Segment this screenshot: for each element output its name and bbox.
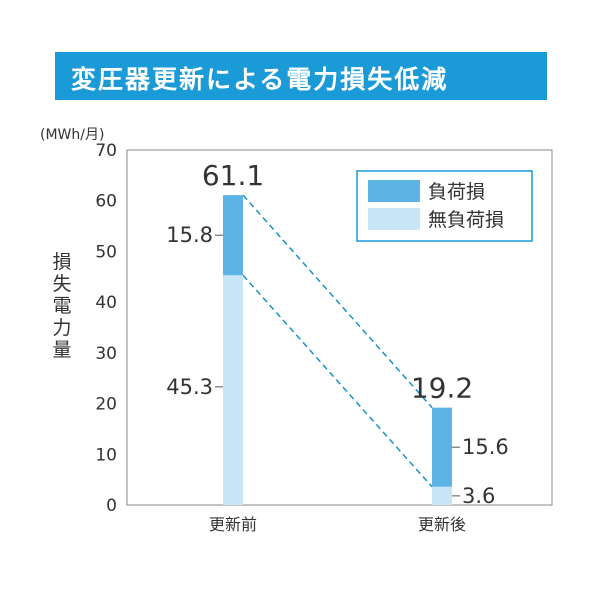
- data-labels: 15.8 45.3 61.1 15.6 3.6 19.2: [166, 159, 509, 508]
- plot-frame: [126, 149, 553, 506]
- data-label: 15.6: [462, 435, 509, 459]
- y-tick-label: 20: [95, 395, 117, 415]
- data-label: 45.3: [166, 375, 213, 399]
- bar-segment-noload-0: [223, 275, 243, 505]
- unit-label: (MWh/月): [40, 127, 104, 143]
- connector-line-top: [242, 194, 433, 409]
- legend-swatch-load-loss: [368, 180, 420, 202]
- y-axis-label-char: 失: [52, 273, 71, 295]
- legend: 負荷損 無負荷損: [356, 170, 533, 242]
- y-axis-label-char: 電: [52, 295, 71, 317]
- y-axis-label-char: 力: [52, 317, 71, 339]
- category-labels: 更新前 更新後: [209, 515, 466, 534]
- bar-segment-noload-1: [432, 486, 452, 505]
- y-axis-label-char: 量: [52, 339, 71, 361]
- y-axis-label-char: 損: [52, 251, 71, 273]
- y-tick-label: 0: [106, 496, 117, 516]
- y-tick-label: 50: [95, 242, 117, 262]
- y-tick-label: 40: [95, 293, 117, 313]
- y-tick-label: 60: [95, 192, 117, 212]
- chart-title: 変圧器更新による電力損失低減: [71, 65, 449, 94]
- category-label: 更新前: [209, 515, 257, 534]
- connector-lines: [242, 194, 433, 488]
- legend-label-noload-loss: 無負荷損: [428, 209, 504, 231]
- y-tick-label: 10: [95, 445, 117, 465]
- y-tick-label: 30: [95, 344, 117, 364]
- data-label: 15.8: [166, 223, 213, 247]
- bar-segment-load-1: [432, 407, 452, 487]
- total-label: 19.2: [411, 372, 473, 405]
- data-label: 3.6: [462, 484, 495, 508]
- bar-segment-load-0: [223, 195, 243, 276]
- y-tick-label: 70: [95, 141, 117, 161]
- title-bar: 変圧器更新による電力損失低減: [55, 52, 547, 100]
- bars: [223, 195, 452, 505]
- connector-line-middle: [242, 274, 433, 488]
- category-label: 更新後: [418, 515, 466, 534]
- total-label: 61.1: [202, 159, 264, 192]
- legend-swatch-noload-loss: [368, 208, 420, 230]
- y-axis-ticks: 0 10 20 30 40 50 60 70: [95, 141, 117, 516]
- legend-label-load-loss: 負荷損: [428, 181, 485, 203]
